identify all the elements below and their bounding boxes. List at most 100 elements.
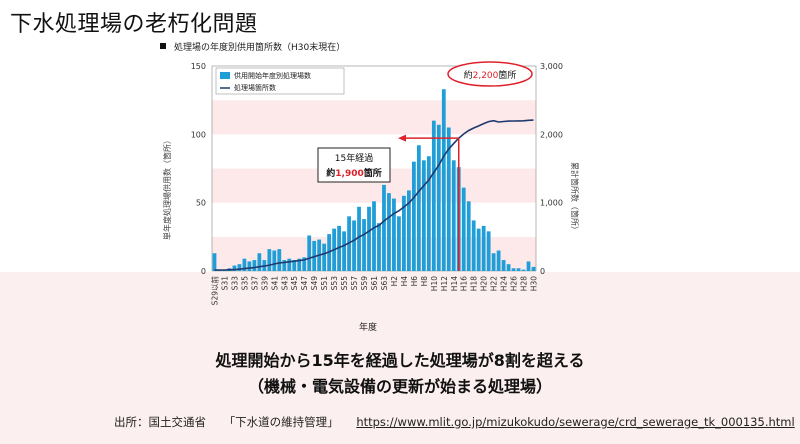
x-tick-label: S31 bbox=[221, 276, 230, 291]
legend-box bbox=[215, 67, 345, 95]
y-tick-label: 100 bbox=[191, 130, 206, 139]
source-label: 出所：国土交通省 bbox=[114, 415, 206, 429]
bar bbox=[372, 201, 376, 271]
summary-line-2: （機械・電気設備の更新が始まる処理場） bbox=[247, 377, 552, 396]
chart-legend: 供用開始年度別処理場数 処理場箇所数 bbox=[215, 67, 345, 95]
total-label-suffix: 箇所 bbox=[498, 69, 516, 81]
bar bbox=[247, 261, 252, 271]
x-tick-label: S45 bbox=[290, 276, 299, 291]
x-tick-label: H22 bbox=[490, 276, 499, 291]
x-tick-label: S33 bbox=[230, 276, 239, 291]
bar bbox=[466, 201, 471, 271]
x-tick-label: S51 bbox=[320, 276, 329, 291]
bar bbox=[496, 250, 501, 271]
x-tick-label: S41 bbox=[270, 276, 279, 291]
summary-line-1: 処理開始から15年を経過した処理場が8割を超える bbox=[215, 351, 585, 370]
fifteen-year-line2: 約1,900箇所 bbox=[326, 167, 382, 179]
y-tick-label: 0 bbox=[201, 267, 206, 276]
chart-svg: 処理場の年度別供用箇所数（H30末現在） 単年度処理場供用数（箇所） 累計箇所数… bbox=[160, 41, 580, 333]
bar bbox=[352, 220, 356, 271]
total-label-prefix: 約 bbox=[464, 69, 473, 81]
y2-tick-label: 0 bbox=[540, 267, 545, 276]
x-tick-label: H12 bbox=[440, 276, 449, 291]
bar bbox=[501, 260, 506, 271]
bar bbox=[342, 231, 346, 271]
bar bbox=[416, 145, 421, 271]
bar bbox=[287, 258, 292, 271]
y2-axis-label: 累計箇所数（箇所） bbox=[570, 162, 580, 234]
x-tick-label: H2 bbox=[390, 276, 399, 287]
x-tick-label: H18 bbox=[470, 276, 479, 291]
bar bbox=[242, 258, 247, 271]
x-tick-label: H20 bbox=[480, 276, 489, 291]
total-value: 2,200 bbox=[473, 71, 499, 81]
bar bbox=[531, 266, 536, 271]
source-citation: 出所：国土交通省 「下水道の維持管理」 https://www.mlit.go.… bbox=[114, 414, 795, 430]
x-tick-label: H16 bbox=[460, 276, 469, 291]
y-tick-label: 150 bbox=[191, 62, 206, 71]
x-tick-label: H14 bbox=[450, 276, 459, 291]
fifteen-year-suffix: 箇所 bbox=[364, 167, 382, 179]
bar bbox=[392, 198, 396, 271]
bar bbox=[516, 268, 521, 271]
x-tick-label: H28 bbox=[520, 276, 529, 291]
bar bbox=[237, 264, 242, 271]
bar bbox=[461, 187, 466, 271]
total-label: 約2,200箇所 bbox=[464, 69, 517, 81]
bar bbox=[302, 257, 307, 271]
y2-tick-label: 1,000 bbox=[540, 199, 563, 208]
bar bbox=[232, 265, 237, 271]
bar bbox=[297, 258, 302, 271]
x-tick-label: S43 bbox=[280, 276, 289, 291]
bar bbox=[486, 231, 491, 271]
source-url-link[interactable]: https://www.mlit.go.jp/mizukokudo/sewera… bbox=[356, 415, 795, 429]
bar bbox=[431, 120, 436, 272]
bar bbox=[387, 193, 391, 271]
bar bbox=[491, 253, 496, 271]
x-tick-label: H24 bbox=[500, 276, 509, 291]
x-tick-label: S55 bbox=[340, 276, 349, 291]
cumulative-line bbox=[214, 119, 534, 271]
bar bbox=[402, 195, 406, 271]
bar bbox=[357, 206, 361, 271]
bar bbox=[436, 124, 441, 272]
x-tick-label: S47 bbox=[300, 276, 309, 291]
bar bbox=[481, 225, 486, 271]
fifteen-year-value: 1,900 bbox=[335, 169, 363, 179]
bar bbox=[471, 220, 476, 271]
bar bbox=[397, 216, 401, 271]
bar bbox=[292, 260, 297, 271]
x-tick-label: H6 bbox=[410, 276, 419, 287]
x-axis-label: 年度 bbox=[359, 321, 377, 333]
x-tick-label: S61 bbox=[370, 276, 379, 291]
bar bbox=[382, 184, 386, 271]
bar bbox=[426, 156, 431, 271]
bar bbox=[411, 161, 416, 271]
bar bbox=[526, 261, 531, 271]
x-tick-label: S49 bbox=[310, 276, 319, 291]
bar bbox=[322, 243, 327, 271]
legend-swatch-bars bbox=[220, 72, 230, 79]
bar bbox=[446, 127, 451, 271]
bar bbox=[441, 89, 446, 271]
bar bbox=[506, 264, 511, 271]
x-tick-label: S39 bbox=[260, 276, 269, 291]
x-tick-label: S57 bbox=[350, 276, 359, 291]
x-tick-label: S35 bbox=[240, 276, 249, 291]
bar bbox=[377, 223, 381, 271]
bar bbox=[282, 260, 287, 271]
fifteen-year-line1: 15年経過 bbox=[335, 152, 373, 164]
bar bbox=[257, 253, 262, 271]
fifteen-year-arrow-head bbox=[398, 134, 406, 142]
x-tick-label: H30 bbox=[530, 276, 539, 291]
x-tick-label: S37 bbox=[250, 276, 259, 291]
total-annotation: 約2,200箇所 bbox=[447, 61, 533, 87]
fifteen-year-prefix: 約 bbox=[326, 167, 335, 179]
bar bbox=[277, 249, 282, 271]
x-tick-label: S63 bbox=[380, 276, 389, 291]
x-tick-label: H4 bbox=[400, 276, 409, 287]
chart-container: 処理場の年度別供用箇所数（H30末現在） 単年度処理場供用数（箇所） 累計箇所数… bbox=[160, 38, 580, 338]
y2-tick-label: 3,000 bbox=[540, 62, 563, 71]
chart-title-bullet bbox=[160, 43, 166, 49]
